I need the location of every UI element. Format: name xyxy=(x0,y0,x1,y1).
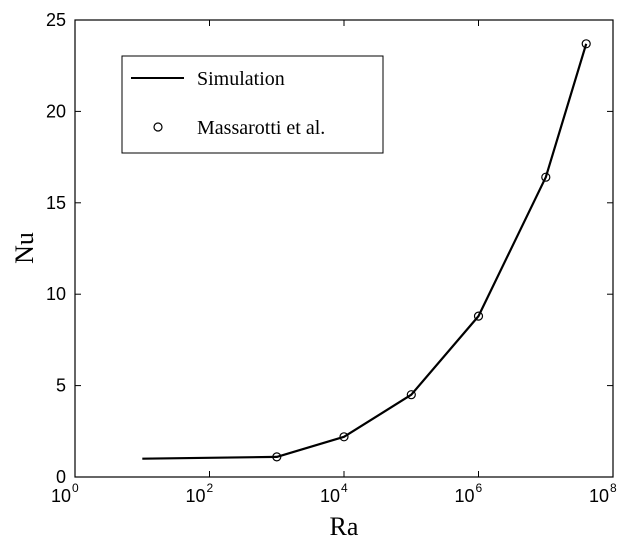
legend-label-simulation: Simulation xyxy=(197,68,285,90)
y-tick-label: 10 xyxy=(46,284,66,304)
x-tick-label-exponent: 6 xyxy=(476,481,483,495)
series-massarotti-point xyxy=(339,432,349,442)
x-tick-labels: 10 0 10 2 10 4 10 6 10 8 xyxy=(51,481,617,506)
legend-box xyxy=(121,55,384,154)
series-layer xyxy=(142,39,591,462)
x-tick-label-exponent: 4 xyxy=(341,481,348,495)
x-tick-label-base: 10 xyxy=(51,486,71,506)
axis-ticks xyxy=(74,19,614,478)
x-tick-label-base: 10 xyxy=(589,486,609,506)
y-axis-title: Nu xyxy=(10,232,39,264)
x-tick-label-base: 10 xyxy=(185,486,205,506)
x-tick-label: 10 4 xyxy=(320,481,348,506)
x-tick-label: 10 6 xyxy=(454,481,482,506)
series-massarotti-point xyxy=(406,390,416,400)
x-tick-label-base: 10 xyxy=(320,486,340,506)
x-tick-label-exponent: 2 xyxy=(207,481,214,495)
series-massarotti-point xyxy=(272,452,282,462)
x-tick-label-base: 10 xyxy=(454,486,474,506)
x-tick-label: 10 2 xyxy=(185,481,213,506)
legend-marker-massarotti xyxy=(153,122,163,132)
y-tick-label: 0 xyxy=(56,467,66,487)
x-tick-label: 10 0 xyxy=(51,481,79,506)
x-tick-label-exponent: 0 xyxy=(72,481,79,495)
series-simulation-line xyxy=(142,43,588,460)
series-massarotti-point xyxy=(581,39,591,49)
x-tick-label-exponent: 8 xyxy=(610,481,617,495)
y-tick-label: 15 xyxy=(46,193,66,213)
y-tick-label: 25 xyxy=(46,10,66,30)
legend-label-massarotti: Massarotti et al. xyxy=(197,117,325,139)
x-axis-title: Ra xyxy=(330,512,359,541)
y-tick-labels: 0 5 10 15 20 25 xyxy=(46,10,66,487)
series-massarotti-point xyxy=(541,172,551,182)
y-tick-label: 20 xyxy=(46,101,66,121)
x-tick-label: 10 8 xyxy=(589,481,617,506)
series-massarotti-point xyxy=(473,311,484,321)
legend: Simulation Massarotti et al. xyxy=(121,55,384,154)
y-tick-label: 5 xyxy=(56,376,66,396)
